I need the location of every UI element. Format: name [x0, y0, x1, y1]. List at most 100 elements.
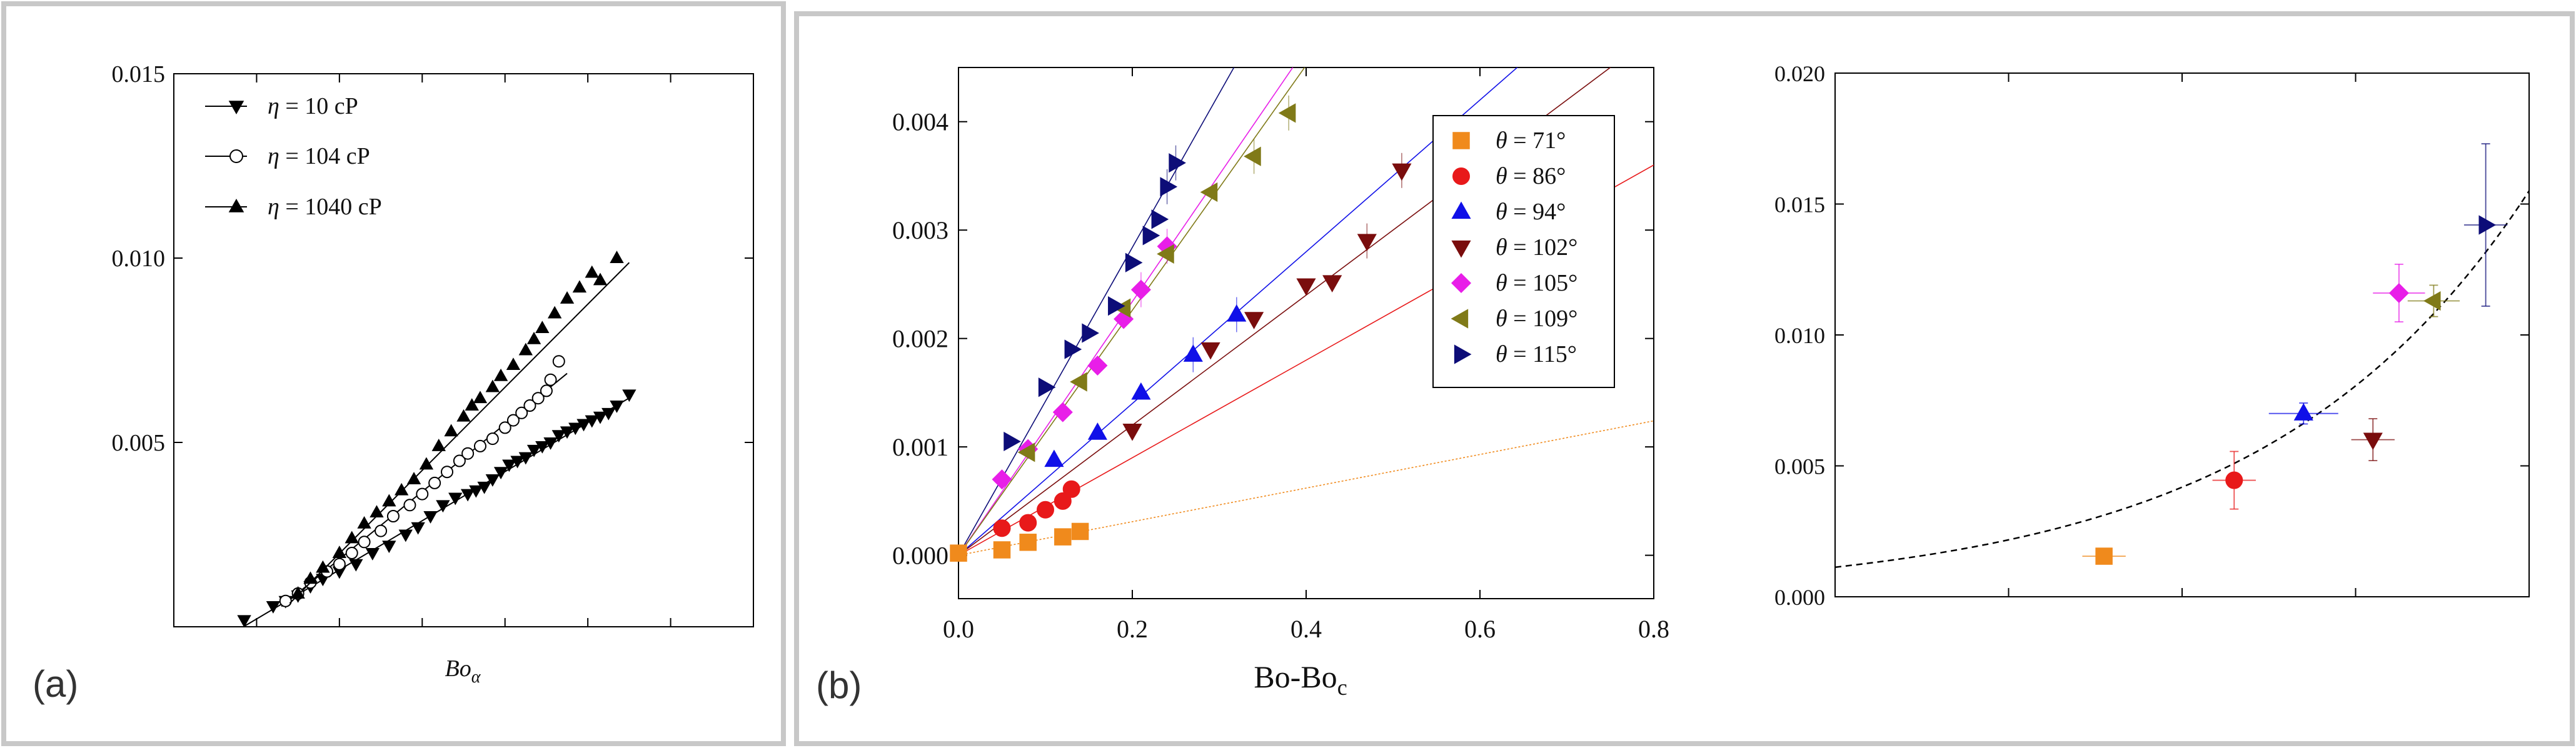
- chart-a-legend-value: = 1040 cP: [279, 194, 382, 220]
- chart-b1-point: [1062, 480, 1080, 498]
- chart-b1-fit-line: [958, 67, 1518, 556]
- chart-a-point: [486, 432, 499, 446]
- chart-a-point: [601, 407, 616, 421]
- chart-b1-point: [1357, 234, 1377, 252]
- chart-b1-point: [1004, 431, 1021, 452]
- chart-b1-point: [1037, 501, 1054, 519]
- chart-a-point: [431, 439, 446, 451]
- chart-b2-point: [2363, 432, 2383, 451]
- chart-a-point: [345, 547, 358, 559]
- chart-a-point: [498, 421, 511, 434]
- chart-b1-point: [1064, 339, 1082, 359]
- chart-a-point: [453, 454, 466, 467]
- chart-a-point: [510, 456, 525, 469]
- chart-b1-point: [1130, 279, 1151, 300]
- chart-b2-ytick-label: 0.020: [1774, 61, 1825, 86]
- chart-a-point: [576, 419, 591, 432]
- chart-a-xlabel-main: Bo: [445, 656, 471, 682]
- chart-b1-point: [950, 544, 967, 562]
- chart-b1-point: [1200, 182, 1218, 202]
- chart-b1-point: [1244, 312, 1264, 329]
- chart-a-legend-value: = 10 cP: [279, 93, 358, 119]
- chart-b1-legend-label: θ = 102°: [1496, 234, 1577, 261]
- chart-a-point: [345, 531, 359, 544]
- chart-a-point: [448, 492, 463, 506]
- chart-a-point: [428, 476, 441, 489]
- chart-a-point: [540, 384, 553, 397]
- chart-b1-legend-marker: [1451, 272, 1472, 294]
- chart-a-point: [535, 321, 550, 334]
- chart-a-legend-symbol: η: [268, 143, 279, 169]
- chart-a-point: [544, 373, 557, 386]
- chart-a-point: [406, 472, 421, 484]
- chart-a-point: [526, 331, 541, 344]
- chart-b1-legend-label: θ = 109°: [1496, 306, 1577, 332]
- chart-b1-point: [1131, 382, 1151, 400]
- chart-a-point: [419, 457, 434, 470]
- chart-b2-ytick-label: 0.005: [1774, 454, 1825, 479]
- chart-a-point: [423, 511, 438, 524]
- chart-a-point: [523, 399, 536, 412]
- chart-a-legend-symbol: η: [268, 93, 279, 119]
- chart-a-point: [526, 444, 541, 457]
- chart-a-legend-label: η = 104 cP: [268, 143, 370, 169]
- chart-a-legend-marker: [228, 198, 244, 212]
- chart-a-point: [411, 522, 425, 535]
- chart-b1-point: [1087, 422, 1107, 440]
- chart-a-point: [469, 485, 483, 498]
- chart-a-plot-area: [173, 73, 754, 627]
- chart-a-point: [349, 559, 363, 572]
- chart-a-point: [444, 424, 458, 437]
- chart-a-ytick-label: 0.015: [112, 61, 166, 87]
- chart-b2-plot-area: [1834, 72, 2530, 597]
- panel-b-frame: [794, 11, 2575, 746]
- panel-a-label: (a): [33, 663, 79, 705]
- chart-b2: 0.000 0.005 0.010 0.015 0.020: [1774, 61, 2530, 610]
- chart-b1-point: [1082, 323, 1099, 343]
- chart-b1-point: [1070, 372, 1087, 392]
- chart-b1-point: [1071, 522, 1089, 541]
- panel-b-label: (b): [816, 664, 862, 706]
- chart-b1-legend-marker: [1452, 132, 1470, 149]
- chart-b1-legend-value: = 102°: [1507, 234, 1578, 261]
- chart-b2-point: [2423, 291, 2441, 311]
- chart-b1-legend-symbol: θ: [1496, 234, 1507, 261]
- chart-a-point: [493, 467, 508, 480]
- chart-b1-ytick-label: 0.002: [892, 325, 948, 353]
- chart-a-point: [303, 571, 318, 584]
- chart-b1-point: [1183, 344, 1203, 362]
- chart-a-point: [375, 524, 388, 537]
- chart-a-point: [531, 392, 545, 405]
- chart-b1-legend-symbol: θ: [1496, 270, 1507, 296]
- chart-b1-legend-value: = 115°: [1507, 341, 1577, 367]
- chart-a-point: [386, 510, 400, 522]
- chart-b1-point: [1392, 163, 1412, 181]
- chart-a-point: [357, 516, 371, 529]
- chart-b1-point: [1122, 423, 1142, 441]
- chart-a-legend-label: η = 10 cP: [268, 93, 358, 119]
- chart-a-legend-marker: [228, 101, 244, 115]
- chart-a-point: [394, 482, 409, 496]
- chart-b1-point: [1044, 449, 1064, 467]
- chart-b1-point: [1142, 226, 1160, 246]
- chart-a-point: [473, 439, 486, 452]
- chart-a-point: [266, 601, 281, 614]
- chart-b1-legend-label: θ = 71°: [1496, 127, 1566, 154]
- chart-a-point: [585, 265, 599, 278]
- chart-b1-legend-value: = 86°: [1507, 163, 1566, 189]
- chart-a-point: [622, 389, 636, 402]
- chart-a-point: [518, 342, 533, 356]
- chart-b1-legend-symbol: θ: [1496, 341, 1507, 367]
- chart-b1-fit-line: [958, 67, 1306, 556]
- chart-b1-legend-label: θ = 86°: [1496, 163, 1566, 189]
- chart-a-point: [560, 291, 575, 304]
- chart-a-fit-line: [289, 262, 630, 604]
- chart-b1: 0.0 0.2 0.4 0.6 0.8 0.000 0.001 0.002 0.003 0.004…: [892, 67, 1669, 700]
- chart-b1-point: [1151, 209, 1169, 229]
- chart-a-point: [473, 391, 488, 404]
- chart-b1-point: [1125, 252, 1143, 272]
- chart-b1-legend-marker: [1452, 167, 1470, 185]
- chart-b1-point: [1296, 278, 1316, 296]
- chart-b1-ytick-label: 0.000: [892, 542, 948, 570]
- chart-b1-legend-marker: [1451, 201, 1471, 219]
